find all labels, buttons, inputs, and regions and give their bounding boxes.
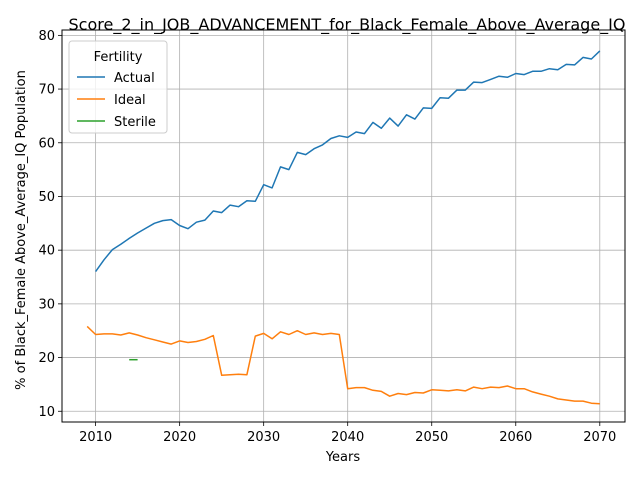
chart-title: Score_2_in_JOB_ADVANCEMENT_for_Black_Fem… (69, 15, 626, 35)
y-tick-label: 60 (38, 136, 55, 151)
x-tick-label: 2060 (499, 430, 532, 445)
grid (62, 30, 625, 422)
x-tick-label: 2010 (79, 430, 112, 445)
x-tick-label: 2040 (331, 430, 364, 445)
y-tick-label: 80 (38, 29, 55, 44)
x-tick-label: 2070 (583, 430, 616, 445)
x-axis-label: Years (325, 450, 361, 465)
legend-label-ideal: Ideal (114, 93, 146, 108)
legend-box (68, 40, 168, 134)
plot-lines (86, 50, 601, 405)
y-tick-label: 30 (38, 297, 55, 312)
legend-label-actual: Actual (114, 71, 155, 86)
ticks: 2010 2020 2030 2040 2050 2060 2070102030405060… (38, 29, 616, 445)
series-line-actual (94, 50, 601, 273)
y-tick-label: 10 (38, 405, 55, 420)
plot-frame (61, 29, 626, 423)
legend-label-sterile: Sterile (114, 115, 156, 130)
x-tick-label: 2050 (415, 430, 448, 445)
x-tick-label: 2030 (247, 430, 280, 445)
y-tick-label: 70 (38, 83, 55, 98)
y-tick-label: 50 (38, 190, 55, 205)
legend: Fertility Actual Ideal Sterile (68, 40, 168, 134)
y-tick-label: 20 (38, 351, 55, 366)
y-axis-label: % of Black_Female Above_Average_IQ Popul… (14, 70, 29, 390)
series-line-ideal (86, 325, 600, 405)
legend-title: Fertility (94, 50, 143, 65)
x-tick-label: 2020 (163, 430, 196, 445)
y-tick-label: 40 (38, 244, 55, 259)
